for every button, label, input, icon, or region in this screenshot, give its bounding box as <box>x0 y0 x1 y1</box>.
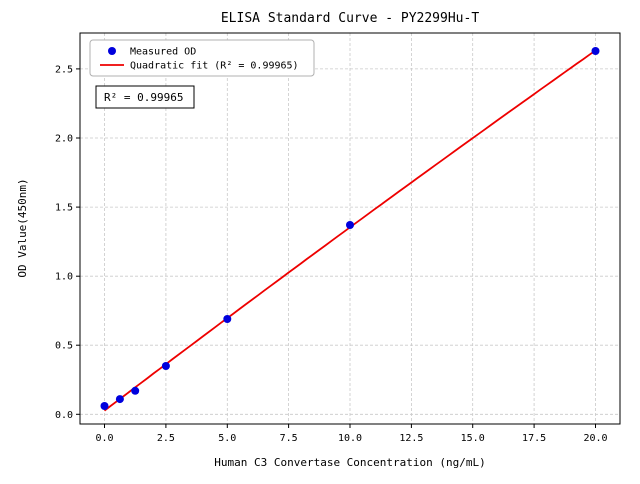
x-tick-label: 17.5 <box>522 433 546 444</box>
measured-od-point <box>100 402 109 410</box>
y-axis-label: OD Value(450nm) <box>16 178 29 277</box>
y-tick-label: 1.5 <box>55 203 73 214</box>
measured-od-point <box>115 395 124 404</box>
annotation-text: R² = 0.99965 <box>104 91 183 104</box>
x-axis-label: Human C3 Convertase Concentration (ng/mL… <box>214 456 486 469</box>
annotation-box <box>95 85 195 109</box>
plot-area: 0.0 2.5 5.0 7.5 10.0 12.5 15.0 17.5 20.0 0.0 0.5 1.… <box>55 32 621 444</box>
measured-od-point <box>591 47 600 55</box>
y-tick-label: 2.5 <box>55 64 73 75</box>
measured-od-point <box>131 386 140 395</box>
x-tick-label: 0.0 <box>95 433 113 444</box>
y-tick-label: 2.0 <box>55 134 73 145</box>
x-tick-label: 5.0 <box>218 433 236 444</box>
measured-od-point <box>346 221 354 229</box>
x-tick-label: 15.0 <box>461 433 485 444</box>
chart-title: ELISA Standard Curve - PY2299Hu-T <box>221 11 479 26</box>
y-tick-label: 1.0 <box>55 272 73 283</box>
x-tick-label: 10.0 <box>338 433 362 444</box>
y-tick-label: 0.5 <box>55 341 73 352</box>
measured-od-point <box>161 362 170 370</box>
x-tick-label: 20.0 <box>583 433 607 444</box>
measured-od-point <box>223 315 232 323</box>
r-squared-annotation: R² = 0.99965 <box>95 85 195 109</box>
x-tick-label: 2.5 <box>157 433 175 444</box>
legend-marker-measured-od-icon <box>108 47 116 55</box>
y-tick-label: 0.0 <box>55 410 73 421</box>
legend-label-measured-od: Measured OD <box>130 47 196 58</box>
x-tick-label: 7.5 <box>280 433 298 444</box>
legend-label-quadratic-fit: Quadratic fit (R² = 0.99965) <box>130 61 299 72</box>
x-tick-label: 12.5 <box>399 433 423 444</box>
legend: Measured OD Quadratic fit (R² = 0.99965) <box>89 39 315 77</box>
legend-box <box>89 39 315 77</box>
